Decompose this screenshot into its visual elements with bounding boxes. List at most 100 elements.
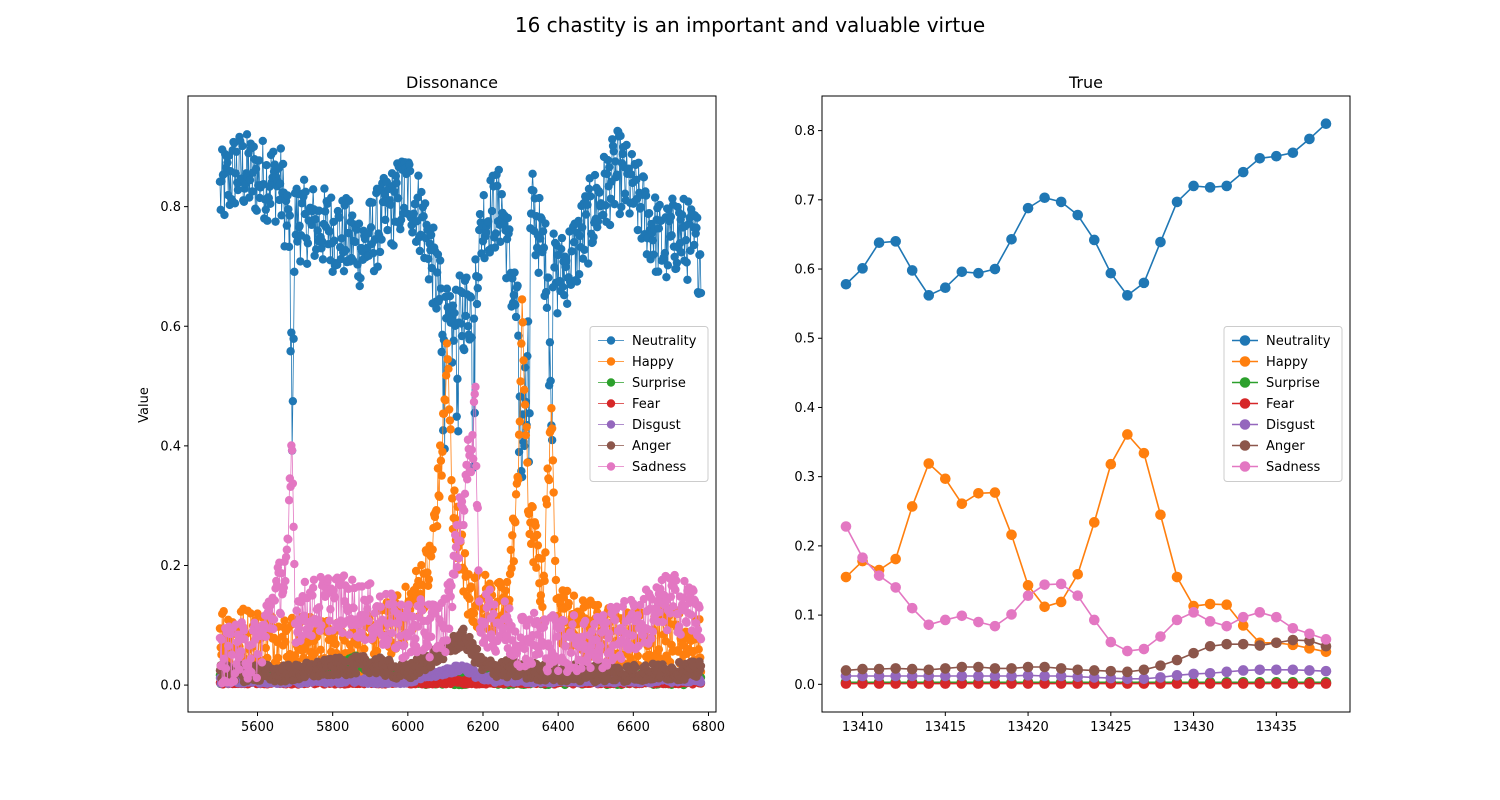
legend-box	[1223, 326, 1343, 482]
data-point	[219, 170, 228, 179]
legend-label: Anger	[1266, 439, 1305, 454]
data-point	[388, 592, 398, 601]
data-point	[409, 209, 419, 218]
data-point	[602, 661, 612, 670]
data-point	[1006, 233, 1017, 245]
legend-marker	[1239, 440, 1251, 451]
data-point	[679, 593, 688, 602]
data-point	[311, 215, 320, 224]
data-point	[396, 600, 406, 609]
data-point	[474, 273, 483, 282]
data-point	[365, 595, 374, 604]
data-point	[353, 640, 362, 649]
data-point	[693, 213, 702, 222]
data-point	[494, 165, 503, 175]
data-point	[339, 266, 349, 276]
y-tick-label: 0.6	[794, 263, 815, 278]
data-point	[940, 670, 951, 682]
data-point	[677, 210, 687, 220]
data-point	[514, 331, 523, 340]
data-point	[663, 261, 673, 270]
data-point	[283, 191, 292, 200]
data-point	[550, 263, 559, 272]
data-point	[567, 247, 576, 256]
data-point	[436, 284, 446, 293]
data-point	[655, 200, 664, 210]
data-point	[297, 631, 307, 641]
data-point	[890, 236, 901, 247]
data-point	[1072, 664, 1084, 676]
data-point	[457, 319, 466, 328]
data-point	[499, 623, 508, 632]
data-point	[989, 620, 1001, 632]
series-sadness	[840, 521, 1332, 657]
data-point	[472, 299, 482, 309]
data-point	[452, 412, 461, 421]
data-point	[890, 670, 901, 682]
data-point	[569, 591, 579, 600]
data-point	[390, 187, 399, 196]
data-point	[344, 228, 353, 238]
data-point	[466, 467, 476, 477]
data-point	[559, 616, 569, 626]
data-point	[287, 446, 297, 455]
data-point	[457, 497, 467, 506]
data-point	[661, 637, 670, 646]
data-point	[1237, 611, 1249, 623]
legend-marker	[606, 378, 616, 387]
legend-marker	[606, 441, 616, 450]
legend-label: Sadness	[1266, 460, 1320, 475]
data-point	[668, 602, 678, 611]
data-point	[366, 223, 376, 232]
data-point	[219, 607, 228, 616]
data-point	[490, 243, 500, 252]
data-point	[363, 229, 373, 238]
data-point	[1204, 182, 1216, 193]
data-point	[520, 400, 530, 409]
data-point	[348, 211, 357, 220]
data-point	[923, 619, 935, 631]
data-point	[424, 575, 434, 584]
data-point	[553, 632, 562, 641]
data-point	[1155, 660, 1166, 671]
data-point	[923, 678, 935, 689]
y-tick-label: 0.2	[160, 559, 181, 574]
data-point	[639, 594, 649, 604]
data-point	[641, 191, 651, 200]
data-point	[520, 441, 529, 451]
data-point	[542, 303, 552, 313]
data-point	[231, 169, 240, 178]
data-point	[491, 647, 500, 656]
data-point	[236, 647, 246, 656]
data-point	[545, 338, 555, 347]
data-point	[543, 667, 552, 676]
data-point	[468, 430, 477, 440]
data-point	[553, 309, 562, 318]
chart-true: True 13410 13415 13420 13425 13430 134350.00.…	[794, 73, 1351, 735]
data-point	[481, 633, 490, 643]
data-point	[233, 185, 243, 195]
data-point	[1039, 678, 1050, 689]
legend-entry: Fear	[1232, 397, 1295, 412]
data-point	[423, 254, 433, 264]
data-point	[569, 611, 579, 620]
data-point	[610, 199, 619, 209]
data-point	[548, 456, 558, 465]
data-point	[681, 235, 691, 245]
data-point	[1204, 598, 1216, 610]
data-point	[506, 545, 516, 555]
data-point	[505, 225, 514, 234]
data-point	[454, 554, 464, 563]
data-point	[419, 212, 428, 221]
data-point	[517, 295, 527, 304]
data-point	[447, 581, 456, 591]
data-point	[503, 213, 513, 223]
data-point	[1055, 678, 1067, 689]
data-point	[656, 584, 665, 594]
data-point	[277, 211, 286, 220]
data-point	[1088, 234, 1100, 246]
data-point	[890, 678, 901, 689]
data-point	[349, 603, 358, 613]
data-point	[279, 583, 289, 592]
legend-marker	[606, 399, 616, 408]
